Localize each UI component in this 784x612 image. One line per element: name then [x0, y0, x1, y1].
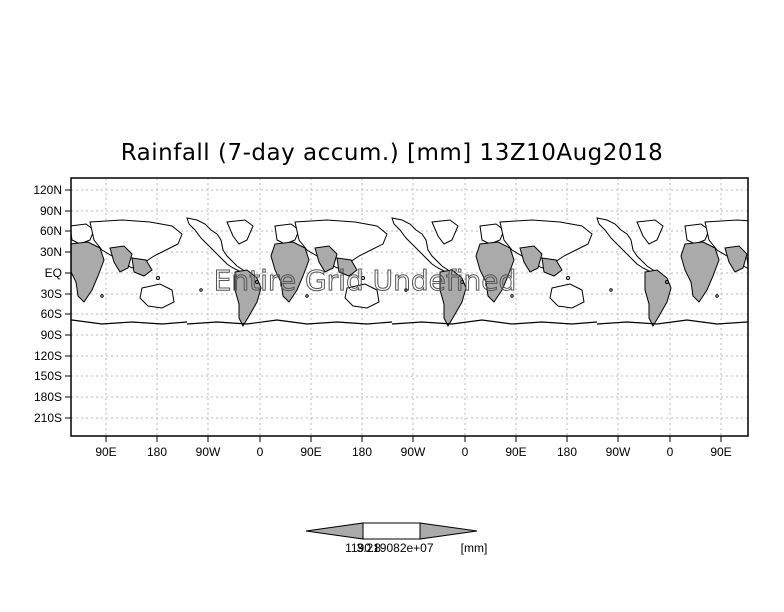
lat-label: 30N	[40, 245, 62, 259]
lat-label: 90S	[41, 328, 62, 342]
lat-axis	[65, 189, 71, 419]
lat-label: 120S	[34, 349, 62, 363]
lat-labels: 120N 90N 60N 30N EQ 30S 60S 90S 120S 150…	[33, 183, 62, 425]
lat-label: 30S	[41, 287, 62, 301]
colorbar-center-box	[362, 522, 421, 540]
lat-label: 60S	[41, 307, 62, 321]
lon-label: 90E	[300, 445, 321, 459]
lon-label: 90W	[196, 445, 221, 459]
lon-label: 90E	[505, 445, 526, 459]
colorbar-right-arrow	[419, 522, 478, 540]
colorbar: 1190.8 3.219082e+07 [mm]	[305, 522, 488, 555]
map-title: Rainfall (7-day accum.) [mm] 13Z10Aug201…	[120, 140, 664, 166]
lon-labels: 90E 180 90W 0 90E 180 90W 0 90E 180 90W …	[95, 445, 731, 459]
lat-label: EQ	[45, 266, 62, 280]
lon-label: 90W	[401, 445, 426, 459]
lon-label: 90E	[710, 445, 731, 459]
lon-label: 180	[147, 445, 167, 459]
colorbar-unit: [mm]	[461, 541, 488, 555]
lon-axis	[105, 436, 722, 442]
colorbar-left-arrow	[305, 522, 364, 540]
undefined-grid-watermark: Entire Grid Undefined	[214, 264, 517, 297]
lon-label: 90E	[95, 445, 116, 459]
lon-label: 90W	[606, 445, 631, 459]
colorbar-label-overlap: 3.219082e+07	[356, 541, 433, 555]
grid-lines	[71, 178, 748, 436]
lat-label: 60N	[40, 224, 62, 238]
lon-label: 180	[352, 445, 372, 459]
lat-label: 150S	[34, 369, 62, 383]
lat-label: 120N	[33, 183, 62, 197]
lat-label: 180S	[34, 390, 62, 404]
colorbar-label-left: 1190.8	[345, 541, 381, 555]
map-frame	[70, 177, 749, 437]
lon-label: 0	[462, 445, 469, 459]
lon-label: 0	[257, 445, 264, 459]
lat-label: 90N	[40, 204, 62, 218]
lat-label: 210S	[34, 411, 62, 425]
lon-label: 0	[667, 445, 674, 459]
lon-label: 180	[557, 445, 577, 459]
